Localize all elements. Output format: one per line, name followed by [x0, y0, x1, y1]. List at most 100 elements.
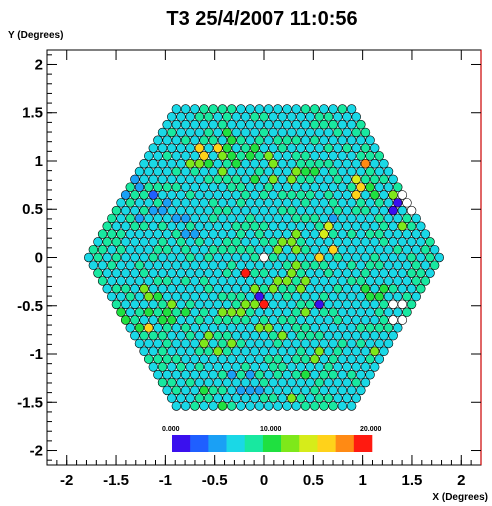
camera-pixel: [180, 198, 191, 208]
camera-pixel: [180, 291, 191, 302]
camera-pixel: [420, 260, 431, 271]
camera-pixel: [286, 315, 297, 325]
camera-pixel: [194, 377, 205, 388]
camera-pixel: [314, 346, 325, 357]
camera-pixel: [88, 244, 99, 255]
camera-pixel: [171, 354, 182, 364]
camera-pixel: [125, 213, 136, 224]
camera-pixel: [203, 393, 214, 403]
camera-pixel: [157, 377, 168, 388]
camera-pixel: [286, 393, 297, 403]
camera-pixel: [222, 377, 232, 388]
camera-pixel: [300, 182, 311, 192]
camera-pixel: [333, 127, 343, 138]
camera-pixel: [365, 135, 375, 146]
camera-pixel: [245, 354, 255, 364]
camera-pixel: [300, 244, 311, 255]
camera-pixel: [226, 135, 237, 146]
camera-pixel: [360, 377, 371, 388]
camera-pixel: [416, 268, 426, 278]
y-axis-ticks: -2 -1.5 -1 -0.5 0 0.5 1 1.5 2: [17, 54, 481, 461]
camera-pixel: [351, 346, 361, 357]
camera-pixel: [291, 229, 302, 239]
camera-pixel: [282, 104, 292, 114]
camera-pixel: [383, 260, 394, 271]
camera-pixel: [143, 338, 154, 349]
camera-pixel: [300, 354, 311, 364]
camera-pixel: [259, 143, 269, 153]
camera-pixel: [167, 346, 177, 357]
camera-pixel: [379, 315, 389, 325]
camera-pixel: [342, 237, 352, 247]
x-tick-label: -0.5: [202, 472, 228, 489]
camera-pixel: [314, 315, 325, 325]
camera-pixel: [176, 252, 186, 263]
camera-pixel: [236, 213, 246, 224]
camera-pixel: [342, 330, 352, 341]
x-axis-ticks: -2 -1.5 -1 -0.5 0 0.5 1 1.5 2: [56, 50, 472, 489]
camera-pixel: [153, 307, 163, 317]
camera-pixel: [342, 268, 352, 278]
camera-pixel: [277, 143, 288, 153]
camera-pixel: [333, 190, 343, 200]
camera-pixel: [328, 198, 338, 208]
camera-pixel: [406, 252, 417, 263]
camera-pixel: [185, 112, 195, 122]
camera-pixel: [296, 284, 306, 294]
y-tick-label: 0: [35, 250, 43, 267]
camera-pixel: [296, 221, 306, 231]
camera-pixel: [208, 338, 219, 349]
camera-pixel: [240, 268, 251, 278]
camera-pixel: [291, 354, 302, 364]
camera-pixel: [93, 268, 103, 278]
camera-pixel: [171, 229, 182, 239]
camera-pixel: [222, 268, 232, 278]
camera-pixel: [259, 268, 269, 278]
camera-pixel: [185, 346, 195, 357]
camera-pixel: [167, 393, 177, 403]
camera-pixel: [369, 330, 380, 341]
camera-pixel: [379, 346, 389, 357]
camera-pixel: [162, 229, 172, 239]
camera-pixel: [314, 393, 325, 403]
camera-pixel: [351, 127, 361, 138]
camera-pixel: [273, 229, 283, 239]
camera-pixel: [194, 127, 205, 138]
camera-pixel: [314, 268, 325, 278]
camera-pixel: [208, 276, 219, 286]
camera-pixel: [305, 190, 315, 200]
camera-pixel: [277, 237, 288, 247]
camera-pixel: [153, 323, 163, 333]
camera-pixel: [203, 362, 214, 372]
camera-pixel: [208, 244, 219, 255]
camera-pixel: [180, 385, 191, 396]
camera-pixel: [259, 221, 269, 231]
camera-pixel: [203, 315, 214, 325]
camera-pixel: [231, 127, 242, 138]
camera-pixel: [180, 354, 191, 364]
camera-pixel: [337, 260, 348, 271]
camera-pixel: [213, 377, 223, 388]
camera-pixel: [190, 354, 200, 364]
camera-pixel: [157, 299, 168, 310]
camera-pixel: [190, 166, 200, 177]
camera-pixel: [314, 284, 325, 294]
camera-pixel: [346, 135, 357, 146]
camera-pixel: [365, 323, 375, 333]
x-tick-label: -2: [60, 472, 73, 489]
camera-pixel: [379, 190, 389, 200]
camera-pixel: [139, 330, 149, 341]
camera-pixel: [273, 276, 283, 286]
camera-pixel: [309, 244, 320, 255]
camera-pixel: [286, 221, 297, 231]
camera-pixel: [346, 276, 357, 286]
camera-pixel: [374, 338, 385, 349]
camera-pixel: [319, 104, 329, 114]
color-scale-cell: [353, 435, 373, 452]
camera-pixel: [351, 221, 361, 231]
camera-pixel: [213, 127, 223, 138]
camera-pixel: [250, 143, 260, 153]
camera-pixel: [190, 244, 200, 255]
camera-pixel: [208, 198, 219, 208]
camera-pixel: [393, 291, 403, 302]
